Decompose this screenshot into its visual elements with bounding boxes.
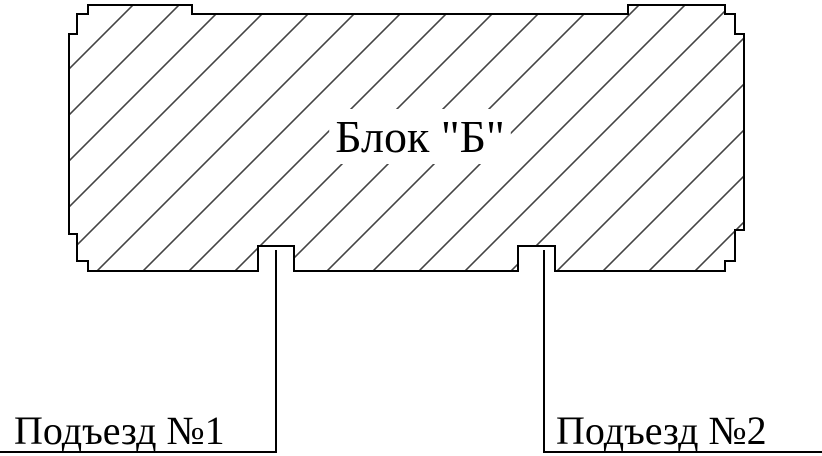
hatch-line [619, 5, 744, 271]
block-outline [68, 4, 745, 272]
hatch-line [711, 5, 744, 271]
hatch-line [527, 5, 744, 271]
block-label-backdrop [329, 109, 511, 164]
hatch-line [113, 5, 415, 271]
hatch-line [435, 5, 737, 271]
entrance-1-leader [0, 250, 277, 453]
hatch-line [159, 5, 461, 271]
entrance-1-label: Подъезд №1 [14, 408, 225, 453]
entrance-2-label: Подъезд №2 [556, 408, 767, 453]
building-hatching [0, 0, 822, 300]
hatch-line [69, 5, 277, 271]
hatch-line [804, 0, 822, 300]
entrance-2-leader [543, 250, 822, 453]
hatch-line [69, 5, 231, 271]
hatch-line [665, 5, 744, 271]
hatch-line [69, 5, 185, 271]
hatch-line [69, 5, 139, 271]
hatch-line [69, 5, 93, 271]
hatch-line [0, 0, 46, 300]
hatch-line [758, 0, 822, 300]
hatch-line [389, 5, 691, 271]
hatch-line [481, 5, 744, 271]
block-label: Блок "Б" [335, 111, 505, 162]
hatch-line [69, 5, 369, 271]
hatch-line [573, 5, 744, 271]
